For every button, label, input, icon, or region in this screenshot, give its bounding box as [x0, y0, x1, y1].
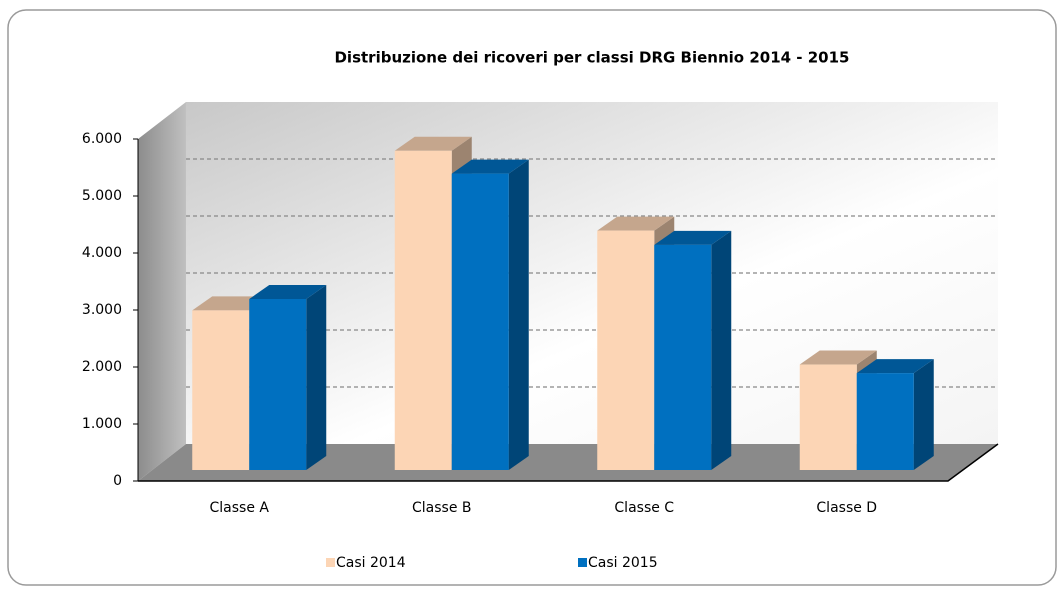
- bar-top: [654, 230, 732, 245]
- bar-side: [913, 359, 934, 470]
- bar: [249, 299, 307, 470]
- y-tick-label: 3.000: [82, 302, 122, 318]
- bar: [654, 244, 712, 470]
- legend-label: Casi 2014: [336, 555, 406, 571]
- y-tick-label: 2.000: [82, 359, 122, 375]
- bar-top: [394, 136, 472, 151]
- y-tick-label: 4.000: [82, 245, 122, 261]
- bar: [856, 373, 914, 470]
- floor: [138, 444, 998, 481]
- x-tick-label: Classe A: [210, 500, 270, 516]
- bar-side: [306, 285, 327, 470]
- bar-top: [249, 285, 327, 299]
- legend-swatch: [326, 558, 335, 567]
- floor-edge: [138, 443, 999, 482]
- bar-side: [508, 159, 529, 470]
- legend-swatch: [578, 558, 587, 567]
- x-tick-label: Classe D: [816, 500, 877, 516]
- y-tick-label: 6.000: [82, 131, 122, 147]
- bar: [192, 310, 250, 470]
- bar-side: [711, 230, 732, 470]
- bar-top: [856, 359, 934, 374]
- bar-top: [451, 159, 529, 174]
- bar: [799, 364, 857, 470]
- bar: [394, 150, 452, 471]
- chart-title: Distribuzione dei ricoveri per classi DR…: [334, 49, 849, 67]
- legend-label: Casi 2015: [588, 555, 658, 571]
- side-wall: [138, 102, 186, 481]
- bar: [451, 173, 509, 470]
- x-tick-label: Classe C: [614, 500, 674, 516]
- bar-top: [597, 216, 675, 231]
- y-tick-label: 0: [113, 473, 122, 489]
- y-tick-label: 5.000: [82, 188, 122, 204]
- y-tick-label: 1.000: [82, 416, 122, 432]
- bar-top: [799, 350, 877, 365]
- x-tick-label: Classe B: [412, 500, 472, 516]
- bar: [597, 230, 655, 470]
